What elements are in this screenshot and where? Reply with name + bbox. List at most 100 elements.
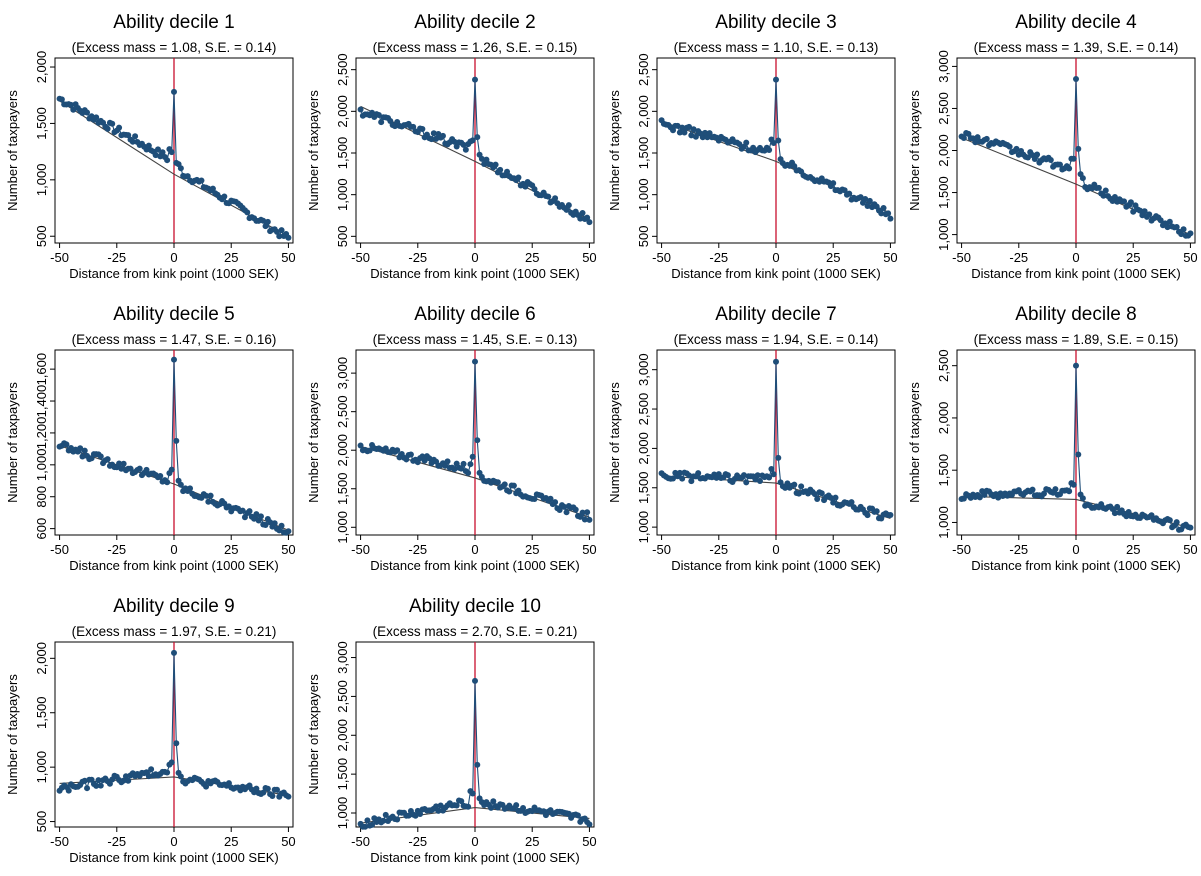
data-point (460, 141, 467, 148)
data-point (1173, 519, 1180, 526)
data-point (1157, 217, 1164, 224)
chart-panel-6: Ability decile 6 (Excess mass = 1.45, S.E… (306, 304, 597, 573)
data-point (531, 496, 538, 503)
data-point (246, 508, 253, 515)
chart-subtitle: (Excess mass = 1.26, S.E. = 0.15) (373, 40, 578, 55)
x-tick-label: 50 (582, 834, 596, 849)
x-axis-label: Distance from kink point (1000 SEK) (370, 558, 580, 573)
x-tick-label: 0 (471, 834, 478, 849)
y-tick-label: 2,500 (335, 395, 350, 428)
y-tick-label: 3,000 (636, 353, 651, 386)
data-point (285, 234, 292, 241)
x-tick-label: 0 (170, 834, 177, 849)
data-point (1040, 490, 1047, 497)
data-point (472, 677, 478, 684)
data-point (278, 227, 285, 234)
data-point (173, 437, 180, 444)
data-point (439, 132, 446, 139)
chart-panel-8: Ability decile 8 (Excess mass = 1.89, S.E… (907, 304, 1198, 573)
data-point (960, 495, 967, 502)
x-tick-label: 25 (525, 834, 539, 849)
data-point (976, 494, 983, 501)
chart-panel-9: Ability decile 9 (Excess mass = 1.97, S.E… (5, 596, 296, 865)
x-tick-label: -25 (107, 250, 126, 265)
data-point (260, 217, 267, 224)
data-point (531, 186, 538, 193)
data-point (862, 196, 869, 203)
data-point (118, 465, 125, 472)
data-point (273, 786, 280, 793)
y-tick-label: 1,500 (335, 472, 350, 505)
x-tick-label: 0 (772, 542, 779, 557)
data-point (95, 777, 102, 784)
data-point (79, 453, 86, 460)
data-point (168, 466, 175, 473)
y-tick-label: 2,500 (936, 349, 951, 382)
y-tick-label: 2,000 (34, 642, 49, 675)
data-point (754, 472, 761, 479)
y-tick-label: 2,000 (34, 51, 49, 84)
data-point (129, 138, 136, 145)
y-tick-label: 2,500 (335, 680, 350, 713)
chart-panel-2: Ability decile 2 (Excess mass = 1.26, S.E… (306, 12, 597, 281)
data-point (417, 811, 424, 818)
y-tick-label: 1,000 (335, 178, 350, 211)
chart-subtitle: (Excess mass = 1.08, S.E. = 0.14) (72, 40, 277, 55)
data-point (586, 821, 593, 828)
data-point (1034, 151, 1041, 158)
data-point (577, 215, 584, 222)
data-point (497, 166, 504, 173)
y-tick-label: 1,500 (936, 454, 951, 487)
data-point (795, 490, 802, 497)
y-tick-label: 1,600 (34, 353, 49, 386)
y-tick-label: 2,000 (936, 402, 951, 435)
data-point (768, 465, 775, 472)
data-point (426, 455, 433, 462)
data-point (756, 478, 763, 485)
y-tick-label: 1,000 (34, 449, 49, 482)
x-tick-label: 25 (826, 250, 840, 265)
data-point (972, 139, 979, 146)
data-point (152, 152, 159, 159)
x-tick-label: -50 (351, 834, 370, 849)
data-point (1079, 175, 1086, 182)
data-point (1070, 155, 1077, 162)
data-point (864, 203, 871, 210)
data-point (164, 769, 171, 776)
data-point (864, 512, 871, 519)
data-point (818, 490, 825, 497)
x-tick-label: 0 (1072, 250, 1079, 265)
data-point (63, 441, 70, 448)
data-point (740, 472, 747, 479)
data-point (412, 812, 419, 819)
data-point (586, 516, 593, 523)
data-point (1013, 145, 1020, 152)
data-point (136, 465, 143, 472)
data-point (84, 109, 91, 116)
data-point (444, 458, 451, 465)
data-point (187, 485, 194, 492)
data-point (520, 805, 527, 812)
data-point (120, 460, 127, 467)
data-point (766, 147, 773, 154)
data-point (276, 233, 283, 240)
data-point (1070, 481, 1077, 488)
data-point (364, 817, 371, 824)
data-point (490, 798, 497, 805)
data-point (207, 492, 214, 499)
chart-title: Ability decile 3 (715, 12, 836, 33)
data-point (122, 773, 129, 780)
x-axis-label: Distance from kink point (1000 SEK) (370, 850, 580, 865)
data-point (433, 803, 440, 810)
chart-title: Ability decile 6 (414, 304, 535, 325)
data-point (857, 194, 864, 201)
x-tick-label: -25 (709, 250, 728, 265)
data-point (362, 823, 369, 830)
y-tick-label: 2,500 (936, 92, 951, 125)
data-point (545, 193, 552, 200)
data-point (724, 472, 731, 479)
data-point (104, 456, 111, 463)
y-tick-label: 2,000 (636, 432, 651, 465)
data-point (736, 141, 743, 148)
data-point (679, 475, 686, 482)
